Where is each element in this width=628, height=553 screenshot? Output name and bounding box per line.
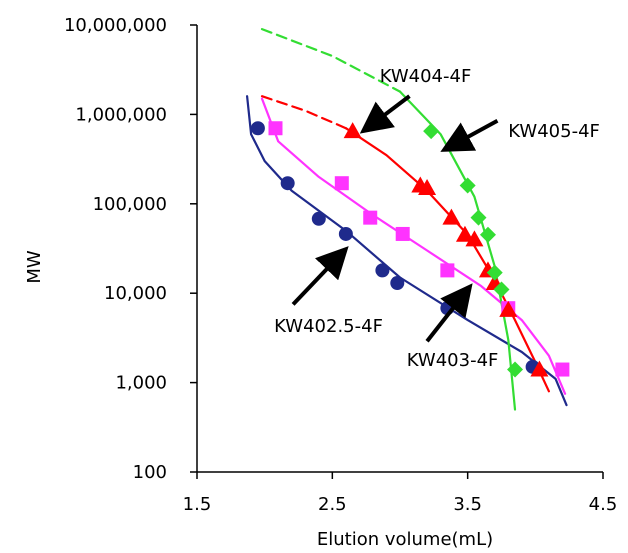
data-point-circle <box>338 226 353 241</box>
annotation-label: KW404-4F <box>380 66 472 87</box>
y-tick-label: 10,000,000 <box>64 15 167 36</box>
y-tick-label: 100 <box>133 462 167 483</box>
y-tick-label: 100,000 <box>93 194 167 215</box>
annotation-arrow <box>440 118 499 152</box>
x-axis-title: Elution volume(mL) <box>317 529 493 550</box>
series-curve <box>260 95 347 130</box>
data-point-diamond <box>479 226 496 243</box>
data-point-diamond <box>493 281 510 298</box>
data-point-diamond <box>423 123 440 140</box>
y-axis-title: MW <box>24 250 45 284</box>
data-point-triangle <box>455 225 474 242</box>
data-point-square <box>268 121 283 136</box>
points-layer <box>250 121 570 378</box>
data-point-circle <box>390 276 405 291</box>
data-point-square <box>395 226 410 241</box>
y-tick-label: 1,000 <box>115 373 167 394</box>
data-point-circle <box>311 211 326 226</box>
data-point-triangle <box>465 230 484 247</box>
x-tick-label: 4.5 <box>589 494 618 515</box>
x-tick-label: 2.5 <box>318 494 347 515</box>
annotation-arrow <box>359 94 411 134</box>
data-point-triangle <box>418 179 437 196</box>
data-point-triangle <box>343 122 362 139</box>
annotation-label: KW403-4F <box>407 350 499 371</box>
annotations-layer: KW404-4F KW405-4F KW402.5-4F KW403-4F <box>274 66 600 371</box>
data-point-triangle <box>442 208 461 225</box>
series-curve <box>344 127 550 393</box>
data-point-diamond <box>470 209 487 226</box>
data-point-triangle <box>530 360 549 377</box>
x-tick-label: 3.5 <box>453 494 482 515</box>
data-point-diamond <box>459 177 476 194</box>
annotation-label: KW402.5-4F <box>274 316 383 337</box>
series-curve <box>260 97 567 395</box>
series-curve <box>260 28 402 93</box>
y-tick-label: 10,000 <box>104 283 167 304</box>
data-point-circle <box>250 121 265 136</box>
annotation-arrow <box>425 283 473 343</box>
data-point-circle <box>375 263 390 278</box>
data-point-diamond <box>507 361 524 378</box>
data-point-square <box>555 362 570 377</box>
data-point-square <box>363 210 378 225</box>
data-point-circle <box>280 176 295 191</box>
annotation-label: KW405-4F <box>508 121 600 142</box>
data-point-square <box>440 263 455 278</box>
data-point-triangle <box>499 300 518 317</box>
data-point-square <box>334 176 349 191</box>
x-tick-label: 1.5 <box>183 494 212 515</box>
axes-layer: 100 1,000 10,000 100,000 1,000,000 10,000,000… <box>64 15 617 515</box>
annotation-arrow <box>291 246 349 306</box>
data-point-diamond <box>486 264 503 281</box>
y-tick-label: 1,000,000 <box>75 104 167 125</box>
